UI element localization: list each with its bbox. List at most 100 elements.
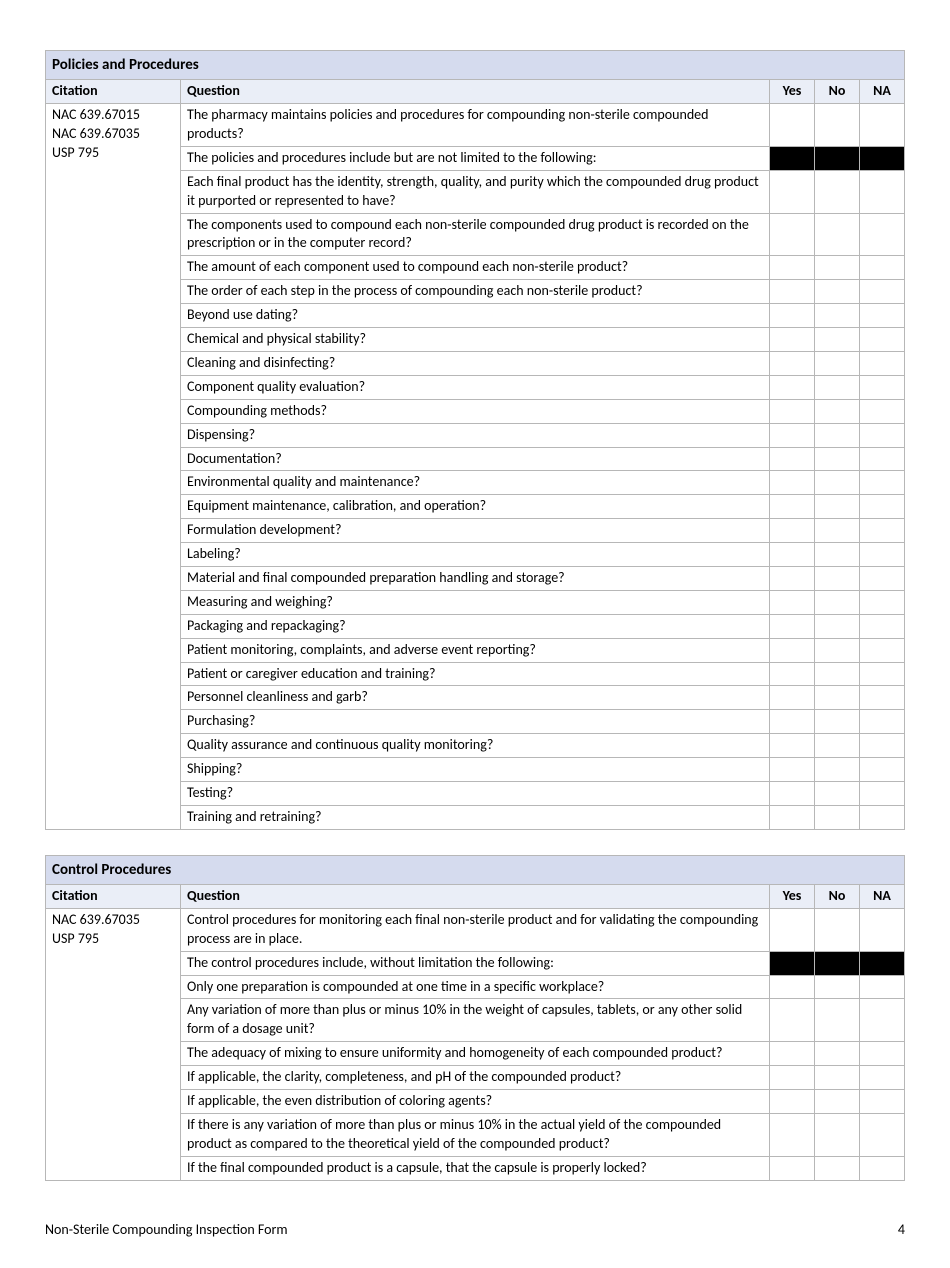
na-cell[interactable] (860, 686, 905, 710)
no-cell[interactable] (815, 951, 860, 975)
yes-cell[interactable] (770, 104, 815, 147)
na-cell[interactable] (860, 104, 905, 147)
yes-cell[interactable] (770, 256, 815, 280)
yes-cell[interactable] (770, 805, 815, 829)
na-cell[interactable] (860, 758, 905, 782)
yes-cell[interactable] (770, 758, 815, 782)
na-cell[interactable] (860, 280, 905, 304)
yes-cell[interactable] (770, 1113, 815, 1156)
na-cell[interactable] (860, 447, 905, 471)
na-cell[interactable] (860, 734, 905, 758)
no-cell[interactable] (815, 758, 860, 782)
no-cell[interactable] (815, 662, 860, 686)
na-cell[interactable] (860, 908, 905, 951)
na-cell[interactable] (860, 638, 905, 662)
no-cell[interactable] (815, 351, 860, 375)
yes-cell[interactable] (770, 280, 815, 304)
na-cell[interactable] (860, 328, 905, 352)
no-cell[interactable] (815, 638, 860, 662)
yes-cell[interactable] (770, 951, 815, 975)
yes-cell[interactable] (770, 908, 815, 951)
na-cell[interactable] (860, 304, 905, 328)
na-cell[interactable] (860, 1113, 905, 1156)
no-cell[interactable] (815, 104, 860, 147)
yes-cell[interactable] (770, 1042, 815, 1066)
na-cell[interactable] (860, 566, 905, 590)
na-cell[interactable] (860, 805, 905, 829)
yes-cell[interactable] (770, 1156, 815, 1180)
no-cell[interactable] (815, 471, 860, 495)
na-cell[interactable] (860, 975, 905, 999)
yes-cell[interactable] (770, 638, 815, 662)
yes-cell[interactable] (770, 975, 815, 999)
no-cell[interactable] (815, 304, 860, 328)
na-cell[interactable] (860, 1066, 905, 1090)
yes-cell[interactable] (770, 328, 815, 352)
yes-cell[interactable] (770, 662, 815, 686)
yes-cell[interactable] (770, 1090, 815, 1114)
no-cell[interactable] (815, 280, 860, 304)
na-cell[interactable] (860, 710, 905, 734)
yes-cell[interactable] (770, 614, 815, 638)
na-cell[interactable] (860, 519, 905, 543)
yes-cell[interactable] (770, 1066, 815, 1090)
yes-cell[interactable] (770, 399, 815, 423)
na-cell[interactable] (860, 495, 905, 519)
na-cell[interactable] (860, 662, 905, 686)
na-cell[interactable] (860, 1042, 905, 1066)
na-cell[interactable] (860, 951, 905, 975)
na-cell[interactable] (860, 543, 905, 567)
yes-cell[interactable] (770, 590, 815, 614)
no-cell[interactable] (815, 1090, 860, 1114)
no-cell[interactable] (815, 614, 860, 638)
yes-cell[interactable] (770, 999, 815, 1042)
na-cell[interactable] (860, 1090, 905, 1114)
yes-cell[interactable] (770, 351, 815, 375)
na-cell[interactable] (860, 999, 905, 1042)
no-cell[interactable] (815, 590, 860, 614)
no-cell[interactable] (815, 399, 860, 423)
na-cell[interactable] (860, 399, 905, 423)
no-cell[interactable] (815, 543, 860, 567)
na-cell[interactable] (860, 590, 905, 614)
na-cell[interactable] (860, 1156, 905, 1180)
yes-cell[interactable] (770, 781, 815, 805)
na-cell[interactable] (860, 614, 905, 638)
yes-cell[interactable] (770, 543, 815, 567)
na-cell[interactable] (860, 781, 905, 805)
no-cell[interactable] (815, 566, 860, 590)
no-cell[interactable] (815, 1113, 860, 1156)
no-cell[interactable] (815, 146, 860, 170)
no-cell[interactable] (815, 328, 860, 352)
no-cell[interactable] (815, 734, 860, 758)
yes-cell[interactable] (770, 566, 815, 590)
no-cell[interactable] (815, 908, 860, 951)
yes-cell[interactable] (770, 686, 815, 710)
no-cell[interactable] (815, 710, 860, 734)
no-cell[interactable] (815, 1156, 860, 1180)
yes-cell[interactable] (770, 375, 815, 399)
no-cell[interactable] (815, 1066, 860, 1090)
no-cell[interactable] (815, 519, 860, 543)
na-cell[interactable] (860, 146, 905, 170)
yes-cell[interactable] (770, 495, 815, 519)
no-cell[interactable] (815, 805, 860, 829)
no-cell[interactable] (815, 447, 860, 471)
na-cell[interactable] (860, 471, 905, 495)
no-cell[interactable] (815, 999, 860, 1042)
na-cell[interactable] (860, 213, 905, 256)
yes-cell[interactable] (770, 423, 815, 447)
no-cell[interactable] (815, 975, 860, 999)
na-cell[interactable] (860, 170, 905, 213)
no-cell[interactable] (815, 213, 860, 256)
no-cell[interactable] (815, 781, 860, 805)
no-cell[interactable] (815, 1042, 860, 1066)
yes-cell[interactable] (770, 471, 815, 495)
no-cell[interactable] (815, 375, 860, 399)
no-cell[interactable] (815, 495, 860, 519)
yes-cell[interactable] (770, 519, 815, 543)
yes-cell[interactable] (770, 734, 815, 758)
no-cell[interactable] (815, 256, 860, 280)
yes-cell[interactable] (770, 304, 815, 328)
na-cell[interactable] (860, 375, 905, 399)
